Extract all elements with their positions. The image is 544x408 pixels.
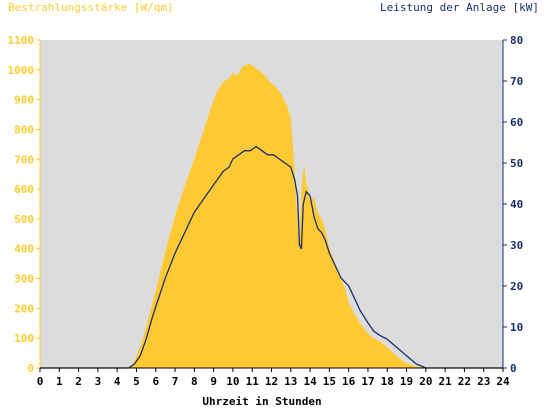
axes: 0100200300400500600700800900100011000102… [8,34,524,388]
x-tick-label: 21 [439,375,453,388]
x-tick-label: 6 [152,375,159,388]
left-tick-label: 300 [14,273,34,286]
x-tick-label: 20 [419,375,432,388]
left-axis-title: Bestrahlungsstärke [W/qm] [8,1,174,14]
left-tick-label: 400 [14,243,34,256]
right-tick-label: 60 [510,116,523,129]
x-tick-label: 2 [75,375,82,388]
left-tick-label: 500 [14,213,34,226]
x-tick-label: 3 [95,375,102,388]
right-tick-label: 50 [510,157,523,170]
x-tick-label: 23 [477,375,490,388]
x-tick-label: 12 [265,375,278,388]
x-tick-label: 24 [496,375,510,388]
x-tick-label: 13 [284,375,297,388]
x-tick-label: 4 [114,375,121,388]
x-tick-label: 15 [323,375,336,388]
series-line-power [40,145,503,369]
right-tick-label: 20 [510,280,523,293]
right-tick-label: 0 [510,362,517,375]
x-tick-label: 10 [226,375,239,388]
right-tick-label: 70 [510,75,523,88]
right-tick-label: 40 [510,198,523,211]
left-tick-label: 900 [14,94,34,107]
x-tick-label: 8 [191,375,198,388]
right-tick-label: 80 [510,34,523,47]
left-tick-label: 1100 [8,34,35,47]
irradiance-area [40,63,503,369]
x-tick-label: 14 [303,375,317,388]
x-tick-label: 18 [381,375,394,388]
x-tick-label: 7 [172,375,179,388]
right-tick-label: 10 [510,321,523,334]
left-tick-label: 100 [14,332,34,345]
left-tick-label: 600 [14,183,34,196]
x-tick-label: 19 [400,375,413,388]
right-axis-title: Leistung der Anlage [kW] [380,1,539,14]
series-area-irradiance [40,63,503,369]
power-line [40,145,503,369]
x-axis-title: Uhrzeit in Stunden [202,395,321,408]
x-tick-label: 16 [342,375,356,388]
left-tick-label: 0 [27,362,34,375]
x-tick-label: 11 [246,375,260,388]
x-tick-label: 5 [133,375,140,388]
left-tick-label: 700 [14,153,34,166]
x-tick-label: 1 [56,375,63,388]
x-tick-label: 0 [37,375,44,388]
left-tick-label: 1000 [8,64,35,77]
x-tick-label: 22 [458,375,471,388]
left-tick-label: 200 [14,302,34,315]
x-tick-label: 9 [210,375,217,388]
right-tick-label: 30 [510,239,523,252]
left-tick-label: 800 [14,123,34,136]
x-tick-label: 17 [361,375,374,388]
